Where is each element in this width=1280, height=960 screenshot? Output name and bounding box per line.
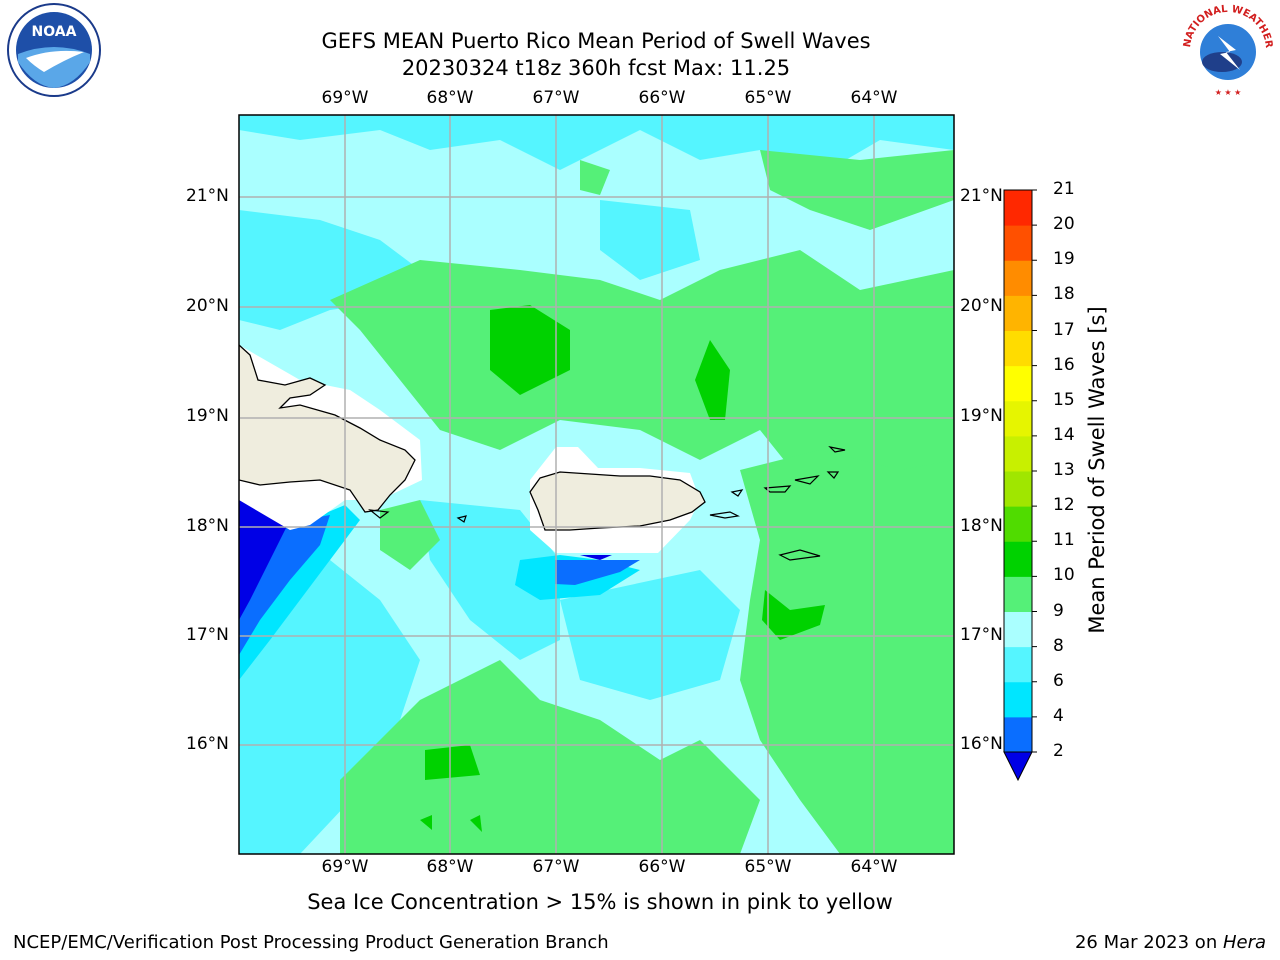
svg-text:★ ★ ★: ★ ★ ★ xyxy=(1215,88,1242,97)
lat-label: 20°N xyxy=(960,296,1003,316)
colorbar-tick-label: 19 xyxy=(1053,249,1075,270)
colorbar-segment xyxy=(1004,260,1032,296)
map-subtitle: 20230324 t18z 360h fcst Max: 11.25 xyxy=(401,56,791,80)
nws-logo: NATIONAL WEATHER SERVICE ★ ★ ★ xyxy=(1174,0,1278,104)
lon-label: 64°W xyxy=(850,857,898,877)
colorbar-segment xyxy=(1004,295,1032,331)
colorbar-tick-label: 17 xyxy=(1053,319,1075,340)
map-frame xyxy=(238,114,955,855)
colorbar-segment xyxy=(1004,716,1032,753)
lon-label: 68°W xyxy=(426,857,474,877)
lat-label: 17°N xyxy=(960,625,1003,645)
footer-host: Hera xyxy=(1222,932,1266,953)
lon-label: 69°W xyxy=(321,88,369,108)
lat-label: 19°N xyxy=(960,406,1003,426)
colorbar-tick-label: 11 xyxy=(1053,530,1075,551)
colorbar-segment xyxy=(1004,190,1032,226)
colorbar-segment xyxy=(1004,541,1032,577)
colorbar-tick-label: 16 xyxy=(1053,354,1075,375)
colorbar-tick-label: 20 xyxy=(1053,214,1075,235)
colorbar xyxy=(1003,189,1037,782)
lon-label: 66°W xyxy=(638,88,686,108)
lon-label: 67°W xyxy=(532,88,580,108)
colorbar-segment xyxy=(1004,611,1032,648)
colorbar-tick-label: 15 xyxy=(1053,389,1075,410)
lat-label: 17°N xyxy=(186,625,229,645)
lon-label: 66°W xyxy=(638,857,686,877)
colorbar-tick-label: 18 xyxy=(1053,284,1075,305)
colorbar-segment xyxy=(1004,646,1032,683)
lat-label: 20°N xyxy=(186,296,229,316)
lon-label: 64°W xyxy=(850,88,898,108)
colorbar-segment xyxy=(1004,225,1032,261)
colorbar-label: Mean Period of Swell Waves [s] xyxy=(1085,306,1109,634)
lon-label: 69°W xyxy=(321,857,369,877)
colorbar-tick-label: 12 xyxy=(1053,495,1075,516)
colorbar-segment xyxy=(1004,435,1032,472)
colorbar-tick-label: 2 xyxy=(1053,741,1064,761)
lon-label: 65°W xyxy=(744,88,792,108)
swell-period-field xyxy=(239,115,954,854)
colorbar-tick-label: 4 xyxy=(1053,705,1064,726)
lat-label: 16°N xyxy=(960,734,1003,754)
svg-text:NOAA: NOAA xyxy=(32,24,77,40)
lat-label: 21°N xyxy=(186,186,229,206)
footer-date: 26 Mar 2023 on Hera xyxy=(1075,932,1266,953)
colorbar-segment xyxy=(1004,330,1032,367)
noaa-logo: NOAA xyxy=(4,2,104,106)
colorbar-tick-label: 9 xyxy=(1053,600,1064,621)
colorbar-segment xyxy=(1004,576,1032,612)
colorbar-segment xyxy=(1004,506,1032,542)
lon-label: 65°W xyxy=(744,857,792,877)
map-title: GEFS MEAN Puerto Rico Mean Period of Swe… xyxy=(321,29,871,53)
colorbar-tick-label: 8 xyxy=(1053,635,1064,656)
footer-date-text: 26 Mar 2023 on xyxy=(1074,932,1223,953)
colorbar-tick-label: 14 xyxy=(1053,424,1075,445)
lon-label: 67°W xyxy=(532,857,580,877)
lat-label: 21°N xyxy=(960,186,1003,206)
colorbar-tick-label: 21 xyxy=(1053,179,1075,199)
colorbar-extension xyxy=(1003,751,1033,782)
colorbar-segment xyxy=(1004,365,1032,402)
colorbar-tick-label: 10 xyxy=(1053,565,1075,586)
colorbar-tick-label: 6 xyxy=(1053,670,1064,691)
colorbar-segment xyxy=(1004,471,1032,507)
footer-org: NCEP/EMC/Verification Post Processing Pr… xyxy=(13,932,609,953)
lat-label: 18°N xyxy=(960,516,1003,536)
colorbar-tick-label: 13 xyxy=(1053,460,1075,480)
lat-label: 16°N xyxy=(186,734,229,754)
graticule xyxy=(239,115,954,854)
lon-label: 68°W xyxy=(426,88,474,108)
sea-ice-caption: Sea Ice Concentration > 15% is shown in … xyxy=(307,890,893,914)
colorbar-segment xyxy=(1004,681,1032,718)
lat-label: 18°N xyxy=(186,516,229,536)
colorbar-segment xyxy=(1004,400,1032,437)
lat-label: 19°N xyxy=(186,406,229,426)
